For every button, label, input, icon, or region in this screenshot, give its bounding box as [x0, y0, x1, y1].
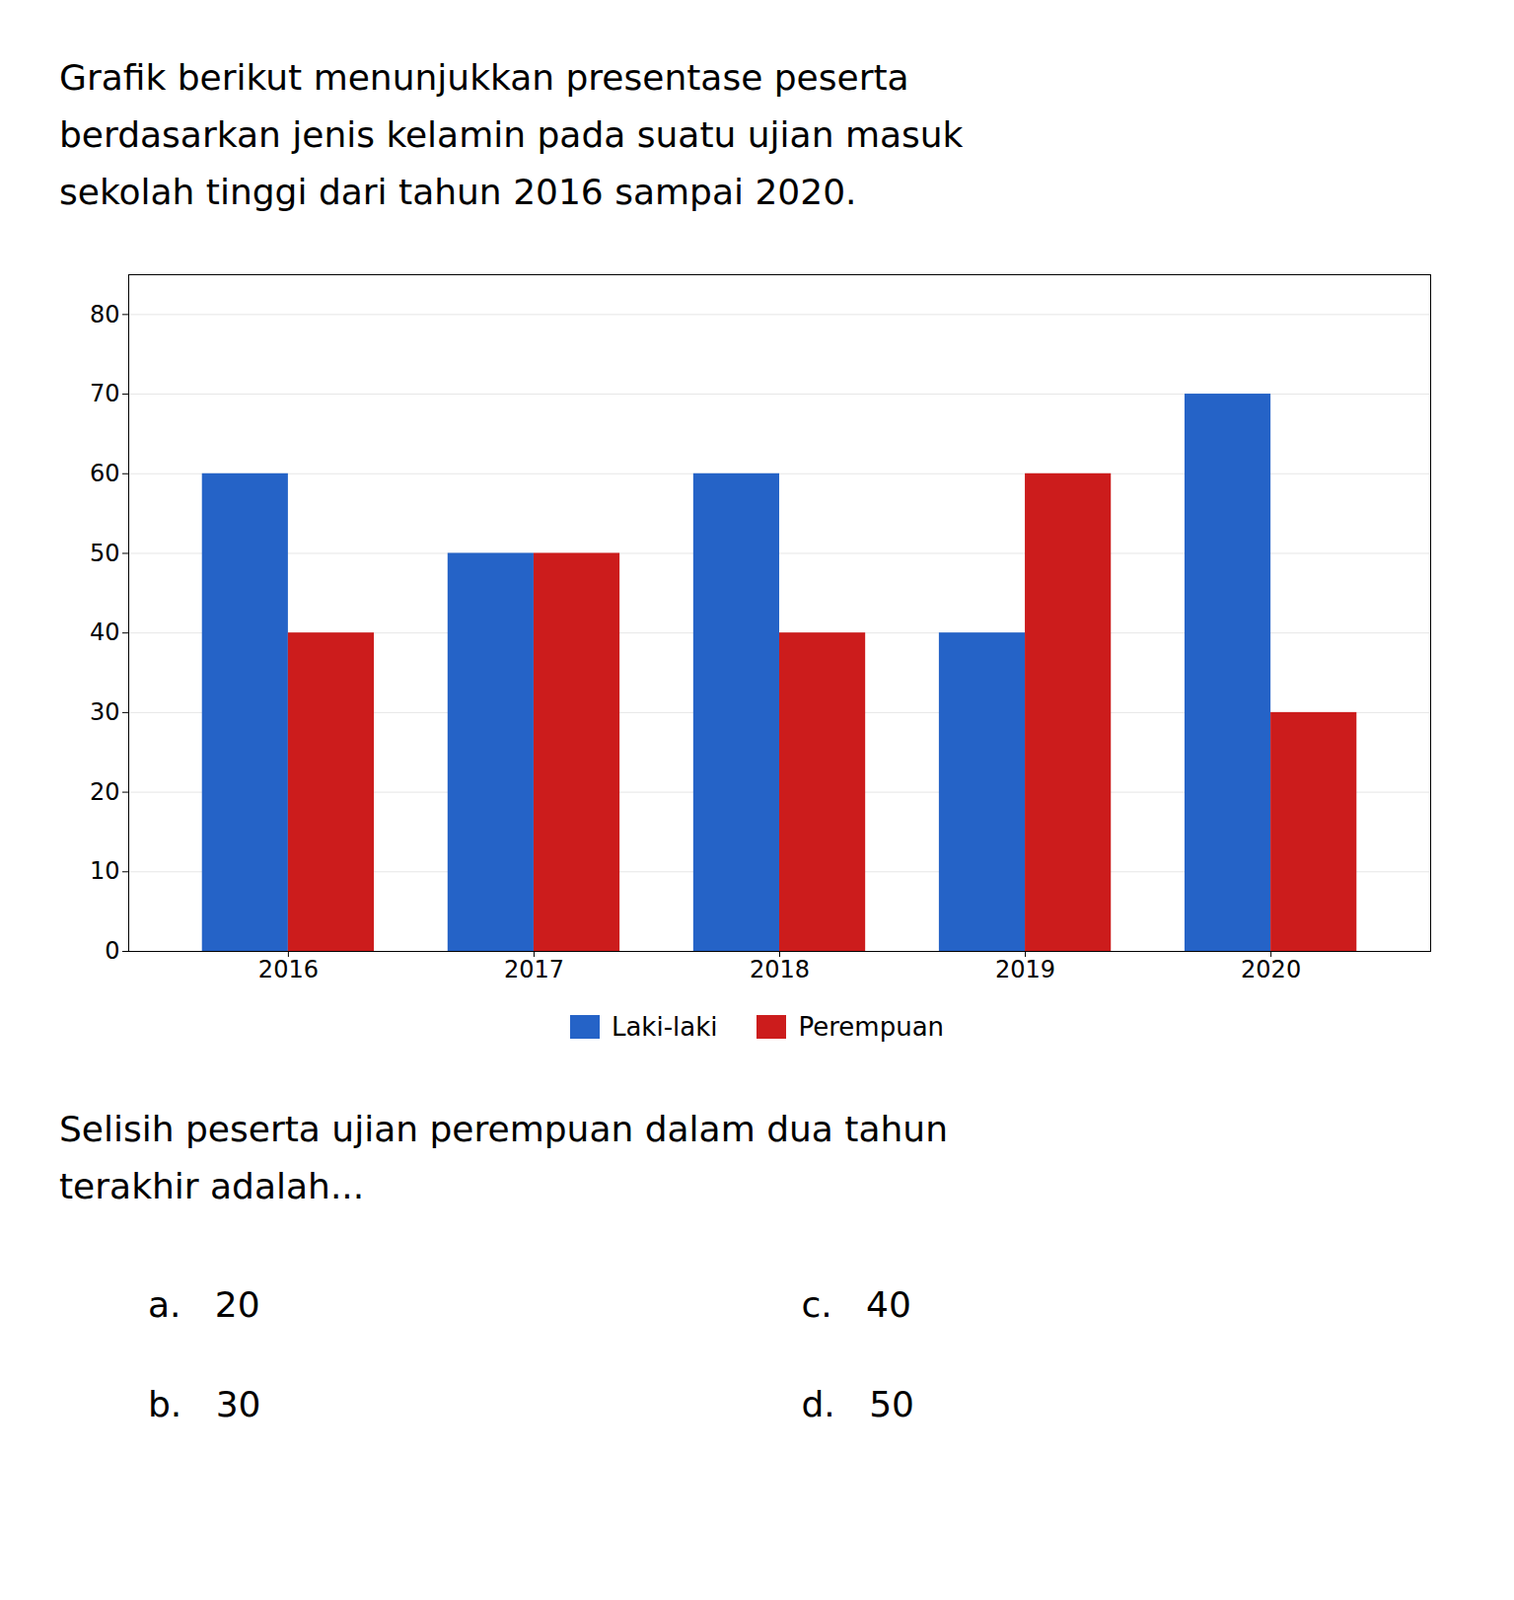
html-text:Grafik berikut menunjukkan pre: Grafik berikut menunjukkan presentase pe…	[59, 57, 910, 98]
svg-text:40: 40	[89, 618, 121, 647]
svg-text:80: 80	[89, 300, 121, 329]
html-text:c. 40: c. 40	[801, 1284, 912, 1325]
svg-text:10: 10	[89, 857, 121, 885]
svg-text:50: 50	[89, 539, 121, 568]
html-text:terakhir adalah...: terakhir adalah...	[59, 1165, 365, 1207]
html-text:d. 50: d. 50	[801, 1383, 915, 1425]
html-text:Perempuan: Perempuan	[798, 1011, 945, 1042]
svg-text:2016: 2016	[258, 955, 319, 984]
svg-text:20: 20	[89, 778, 121, 806]
svg-text:0: 0	[104, 937, 120, 965]
html-text:Selisih peserta ujian perempua: Selisih peserta ujian perempuan dalam du…	[59, 1108, 948, 1150]
html-text:a. 20: a. 20	[147, 1284, 261, 1325]
svg-text:2017: 2017	[504, 955, 565, 984]
svg-text:2020: 2020	[1240, 955, 1301, 984]
html-text:Laki-laki: Laki-laki	[611, 1011, 718, 1042]
svg-text:70: 70	[89, 379, 121, 408]
html-text:sekolah tinggi dari tahun 2016: sekolah tinggi dari tahun 2016 sampai 20…	[59, 171, 857, 213]
svg-text:2019: 2019	[995, 955, 1056, 984]
svg-text:2018: 2018	[749, 955, 810, 984]
html-text:berdasarkan jenis kelamin pada: berdasarkan jenis kelamin pada suatu uji…	[59, 114, 964, 155]
svg-text:60: 60	[89, 459, 121, 488]
html-text:b. 30: b. 30	[147, 1383, 261, 1425]
svg-text:30: 30	[89, 698, 121, 726]
